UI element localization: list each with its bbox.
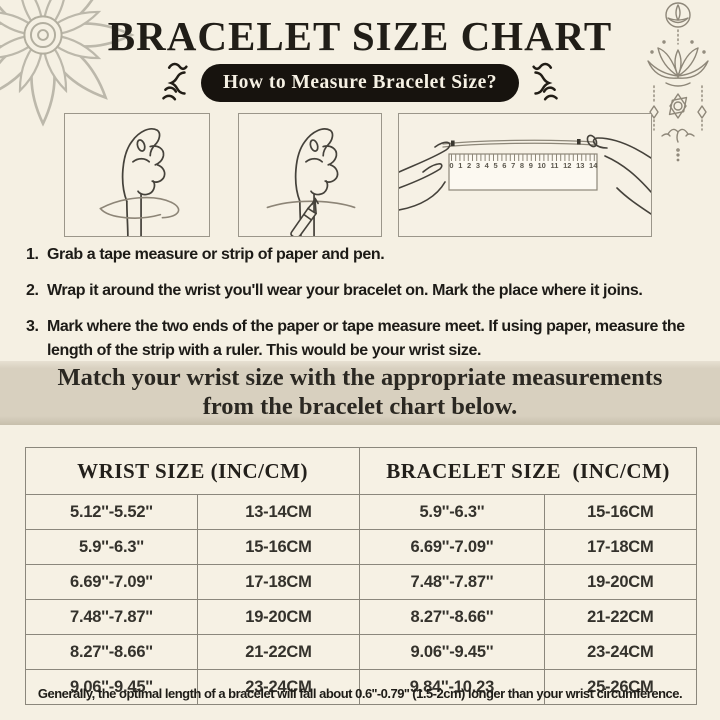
instruction-text: Grab a tape measure or strip of paper an… [47,246,385,263]
wrist-size-inches: 5.9''-6.3'' [25,529,198,565]
bracelet-size-inches: 9.84''-10.23 [359,669,545,705]
how-to-measure-badge: How to Measure Bracelet Size? [200,64,520,102]
bracelet-size-header: BRACELET SIZE (INC/CM) [359,447,697,495]
ruler-number: 0 [449,161,454,170]
ruler-number: 2 [467,161,472,170]
wrist-size-cm: 19-20CM [196,599,361,635]
ruler-number: 6 [502,161,507,170]
illustration-mark-with-pen [238,113,382,237]
instruction-number: 3. [26,317,39,335]
ruler-number: 13 [576,161,585,170]
hands-ruler-icon [399,134,651,215]
ruler-number: 9 [528,161,533,170]
ruler-numbers: 0 1 2 3 4 5 6 7 8 9 10 11 12 13 14 [449,162,597,170]
ruler-number: 10 [537,161,546,170]
hand-pen-icon [266,128,356,236]
footer-note: Generally, the optimal length of a brace… [37,686,683,701]
ruler-number: 8 [519,161,525,170]
table-row: 5.12''-5.52'' 13-14CM 5.9''-6.3'' 15-16C… [25,494,698,530]
bracelet-size-cm: 21-22CM [543,599,698,635]
mandala-flower-ornament [0,0,135,127]
ruler-number: 5 [493,161,498,170]
table-header-row: WRIST SIZE (INC/CM) BRACELET SIZE (INC/C… [24,447,697,495]
wrist-size-inches: 8.27''-8.66'' [25,634,198,670]
ruler-number: 4 [484,161,489,170]
size-chart-table: WRIST SIZE (INC/CM) BRACELET SIZE (INC/C… [24,447,698,705]
instruction-text: Mark where the two ends of the paper or … [47,317,685,360]
bracelet-size-cm: 15-16CM [543,494,698,530]
wrist-size-cm: 15-16CM [196,529,361,565]
bracelet-size-inches: 5.9''-6.3'' [359,494,545,530]
table-row: 6.69''-7.09'' 17-18CM 7.48''-7.87'' 19-2… [25,564,698,600]
wrist-size-inches: 5.12''-5.52'' [25,494,198,530]
wrist-size-cm: 23-24CM [196,669,361,705]
table-row: 8.27''-8.66'' 21-22CM 9.06''-9.45'' 23-2… [25,634,698,670]
ruler-number: 14 [589,161,598,170]
instruction-item: 3. Mark where the two ends of the paper … [26,315,702,365]
bracelet-size-inches: 7.48''-7.87'' [359,564,545,600]
bracelet-size-inches: 8.27''-8.66'' [359,599,545,635]
instructions-list: 1. Grab a tape measure or strip of paper… [26,243,702,375]
bracelet-size-inches: 9.06''-9.45'' [359,634,545,670]
wrist-size-inches: 6.69''-7.09'' [25,564,198,600]
flourish-left-icon [162,62,188,101]
table-row: 9.06''-9.45'' 23-24CM 9.84''-10.23 25-26… [25,669,698,705]
wrist-size-cm: 17-18CM [196,564,361,600]
wrist-size-inches: 7.48''-7.87'' [25,599,198,635]
ruler-number: 12 [563,161,572,170]
ruler-number: 11 [550,161,559,170]
ruler-number: 3 [475,161,480,170]
wrist-size-inches: 9.06''-9.45'' [25,669,198,705]
bracelet-size-inches: 6.69''-7.09'' [359,529,545,565]
instruction-number: 1. [26,246,39,263]
instruction-number: 2. [26,281,39,299]
wrist-size-cm: 21-22CM [196,634,361,670]
banner-line1: Match your wrist size with the appropria… [57,364,663,392]
instruction-item: 2. Wrap it around the wrist you'll wear … [26,279,702,304]
flourish-right-icon [532,62,558,101]
bracelet-size-cm: 25-26CM [543,669,698,705]
bracelet-size-cm: 23-24CM [543,634,698,670]
ruler-number: 1 [458,161,463,170]
illustration-measure-with-ruler: 0 1 2 3 4 5 6 7 8 9 10 11 12 13 14 [398,113,652,237]
table-row: 7.48''-7.87'' 19-20CM 8.27''-8.66'' 21-2… [25,599,698,635]
ruler-number: 7 [511,161,516,170]
bracelet-size-cm: 17-18CM [543,529,698,565]
hand-tape-icon [99,127,180,236]
page-title: BRACELET SIZE CHART [107,13,613,59]
instruction-text: Wrap it around the wrist you'll wear you… [47,281,643,299]
lotus-ornament [647,2,709,162]
table-body: 5.12''-5.52'' 13-14CM 5.9''-6.3'' 15-16C… [25,494,698,705]
illustration-tape-around-wrist [64,113,210,237]
how-to-measure-badge-row: How to Measure Bracelet Size? [0,61,720,105]
instruction-item: 1. Grab a tape measure or strip of paper… [26,243,702,268]
banner-line2: from the bracelet chart below. [202,393,518,420]
wrist-size-cm: 13-14CM [196,494,361,530]
wrist-size-header: WRIST SIZE (INC/CM) [24,447,361,495]
bracelet-size-cm: 19-20CM [543,564,698,600]
match-size-banner: Match your wrist size with the appropria… [0,361,720,425]
table-row: 5.9''-6.3'' 15-16CM 6.69''-7.09'' 17-18C… [25,529,698,565]
